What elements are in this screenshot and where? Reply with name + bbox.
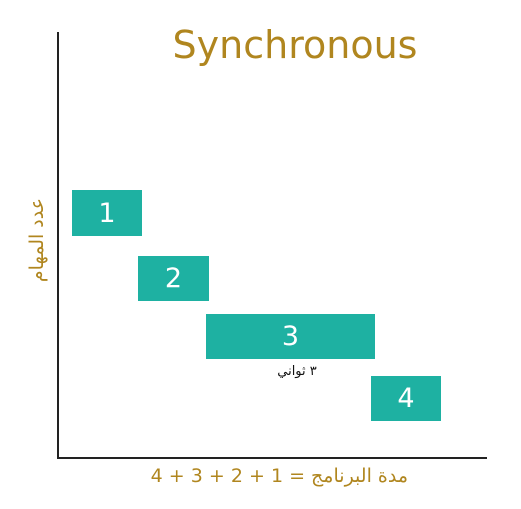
task-duration-label: ٣ ثواني [277, 364, 317, 379]
y-axis-label: عدد المهام [26, 197, 48, 283]
task-block-4: 4 [371, 376, 441, 421]
y-axis-line [57, 32, 59, 459]
task-block-3-label: 3 [281, 321, 300, 352]
task-block-3: 3 [206, 314, 375, 359]
x-axis-line [57, 457, 487, 459]
task-block-2: 2 [138, 256, 209, 301]
task-block-1-label: 1 [98, 197, 116, 229]
x-axis-label: مدة البرنامج = 1 + 2 + 3 + 4 [150, 465, 408, 487]
task-block-1: 1 [72, 190, 142, 236]
task-block-2-label: 2 [164, 263, 183, 294]
task-block-4-label: 4 [397, 383, 415, 414]
diagram-title: Synchronous [172, 23, 418, 67]
